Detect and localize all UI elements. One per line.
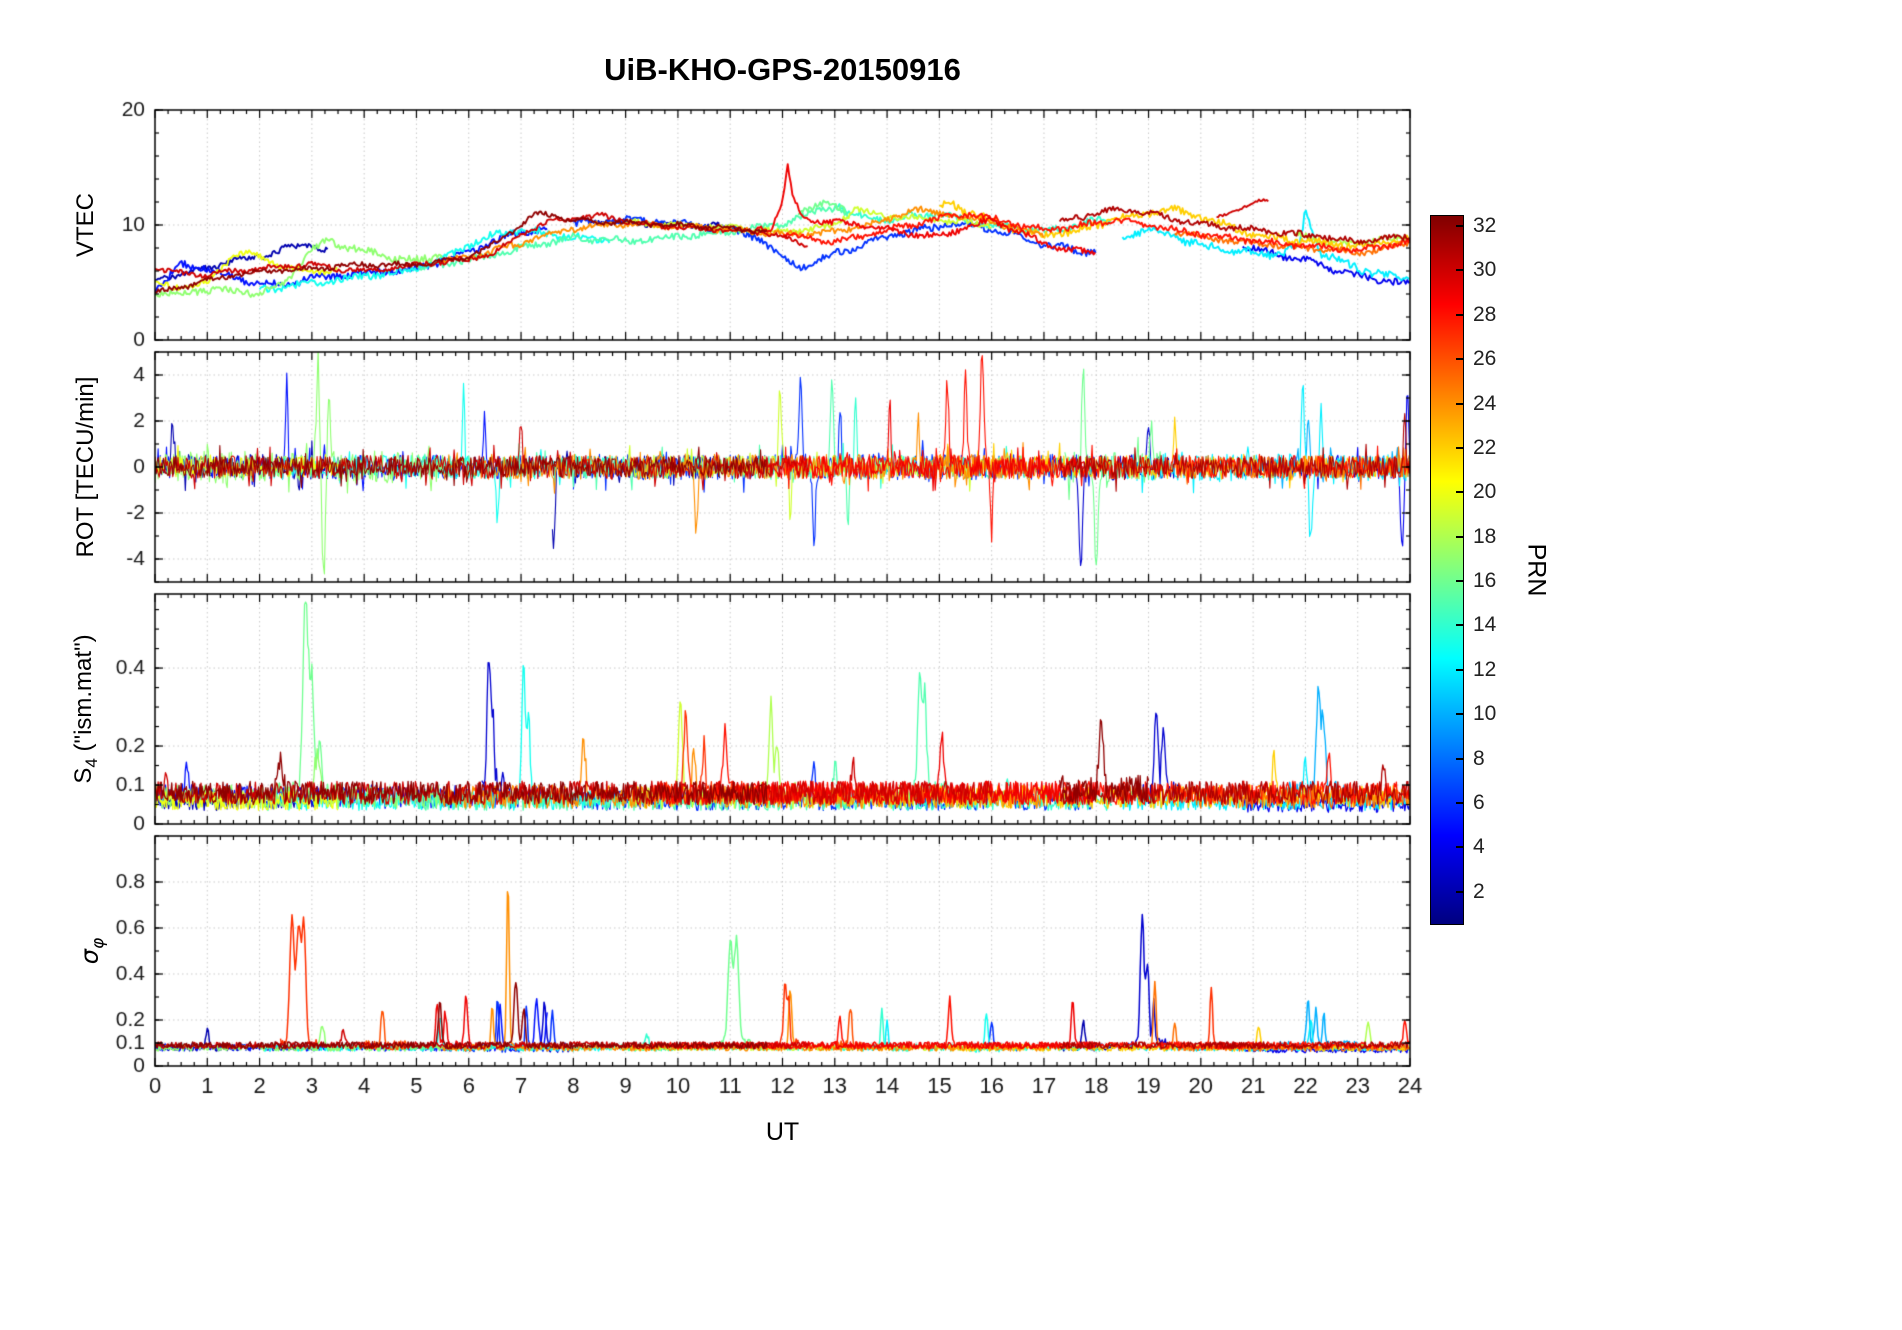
colorbar-tick-label: 32 <box>1473 214 1497 238</box>
colorbar-tick-mark <box>1456 313 1463 316</box>
colorbar-tick-mark <box>1456 446 1463 449</box>
colorbar-gradient <box>1430 215 1464 925</box>
colorbar-tick-mark <box>1456 269 1463 272</box>
colorbar-tick-label: 22 <box>1473 435 1497 459</box>
colorbar-tick-mark <box>1456 757 1463 760</box>
colorbar-tick-label: 30 <box>1473 258 1497 282</box>
ylabel-vtec: VTEC <box>72 193 100 257</box>
colorbar-tick-label: 18 <box>1473 524 1497 548</box>
colorbar-tick-label: 14 <box>1473 613 1497 637</box>
ylabel-s4: S4 ("ism.mat") <box>70 634 102 783</box>
ylabel-s4-sub: 4 <box>81 758 101 768</box>
colorbar-tick-mark <box>1456 402 1463 405</box>
colorbar-tick-label: 6 <box>1473 790 1485 814</box>
ylabel-rot-text: ROT [TECU/min] <box>72 376 99 558</box>
xlabel-ut: UT <box>765 1118 800 1146</box>
colorbar-tick-label: 10 <box>1473 702 1497 726</box>
colorbar-tick-label: 4 <box>1473 835 1485 859</box>
colorbar-tick-label: 12 <box>1473 657 1497 681</box>
colorbar-tick-label: 20 <box>1473 480 1497 504</box>
ylabel-s4-rest: ("ism.mat") <box>70 634 98 759</box>
colorbar-label-prn: PRN <box>1522 543 1551 597</box>
colorbar-tick-mark <box>1456 491 1463 494</box>
ylabel-s4-main: S <box>70 767 98 784</box>
colorbar-tick-label: 24 <box>1473 391 1497 415</box>
colorbar-tick-label: 26 <box>1473 347 1497 371</box>
colorbar-tick-label: 8 <box>1473 746 1485 770</box>
colorbar-tick-mark <box>1456 801 1463 804</box>
colorbar-tick-label: 16 <box>1473 569 1497 593</box>
ylabel-sigma-phi: σφ <box>76 938 109 964</box>
colorbar-tick-mark <box>1456 225 1463 228</box>
colorbar-tick-mark <box>1456 358 1463 361</box>
ylabel-sigma-sub: φ <box>88 937 109 949</box>
colorbar-tick-mark <box>1456 535 1463 538</box>
colorbar-tick-mark <box>1456 668 1463 671</box>
colorbar-tick-mark <box>1456 890 1463 893</box>
colorbar-tick-mark <box>1456 713 1463 716</box>
colorbar-tick-label: 2 <box>1473 879 1485 903</box>
ylabel-rot: ROT [TECU/min] <box>72 377 100 558</box>
colorbar-tick-label: 28 <box>1473 302 1497 326</box>
colorbar-tick-mark <box>1456 846 1463 849</box>
ylabel-vtec-text: VTEC <box>72 192 99 258</box>
colorbar-tick-mark <box>1456 624 1463 627</box>
ylabel-sigma-main: σ <box>75 949 104 965</box>
colorbar-tick-mark <box>1456 580 1463 583</box>
